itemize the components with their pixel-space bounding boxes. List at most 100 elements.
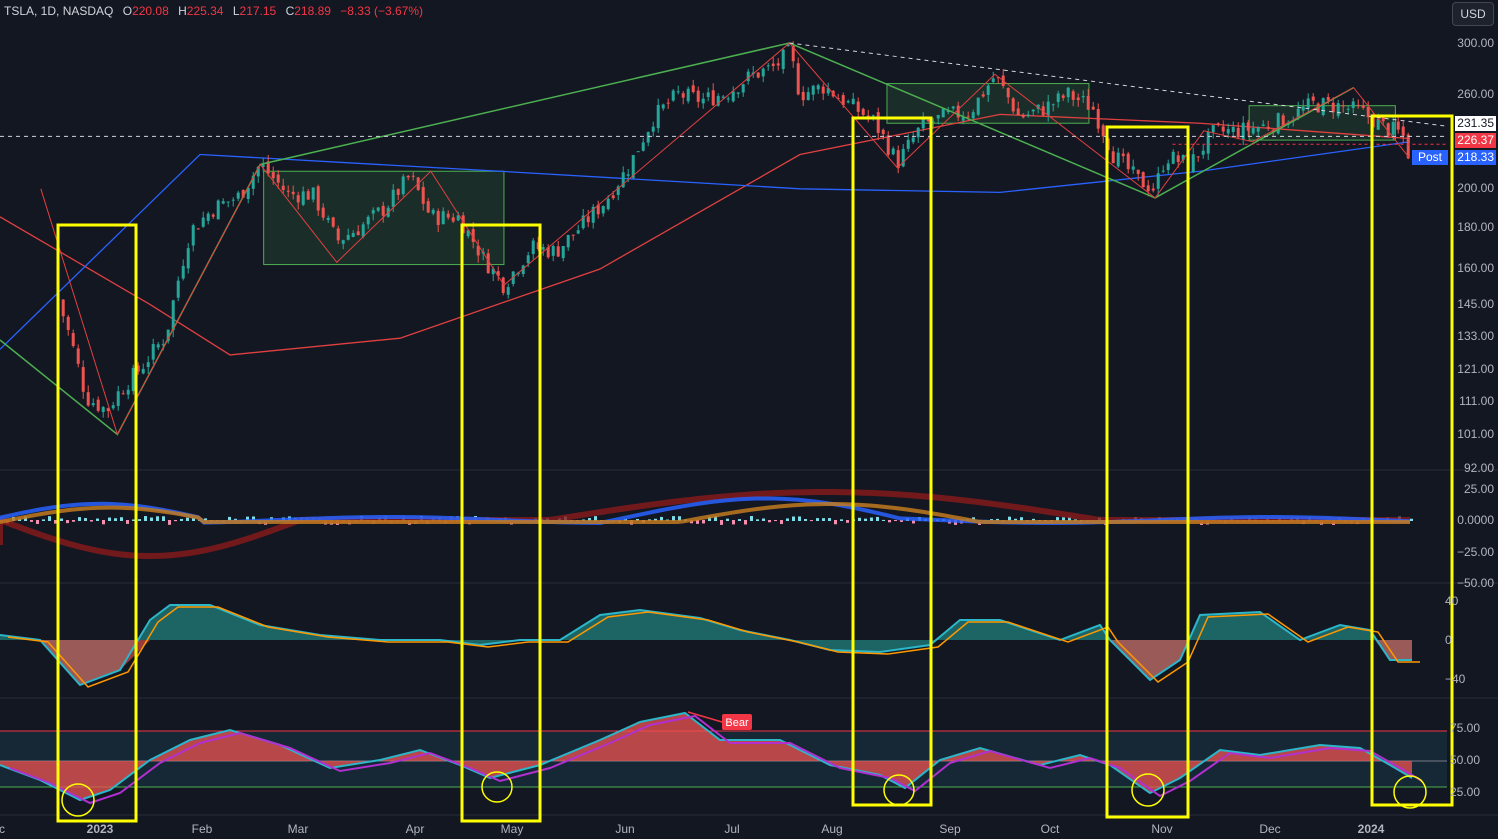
candle-body — [576, 230, 580, 234]
candle-body — [121, 393, 125, 395]
candle-body — [786, 44, 790, 47]
oscillator-fill-negative — [1375, 640, 1412, 660]
macd-histogram-bar — [1008, 516, 1011, 521]
macd-histogram-bar — [156, 516, 159, 521]
macd-histogram-bar — [792, 516, 795, 521]
macd-histogram-bar — [1410, 518, 1413, 521]
macd-histogram-bar — [204, 518, 207, 521]
highlight-box — [1105, 125, 1190, 819]
moving-average-line — [0, 141, 1411, 350]
candle-body — [796, 63, 800, 95]
candle-body — [1301, 106, 1305, 111]
highlight-box — [1370, 114, 1454, 807]
macd-histogram-bar — [894, 520, 897, 522]
candle-body — [596, 204, 600, 215]
macd-histogram-bar — [702, 520, 705, 524]
candle-body — [61, 299, 65, 317]
macd-histogram-bar — [822, 518, 825, 521]
currency-button[interactable]: USD — [1452, 2, 1494, 26]
candle-body — [1376, 118, 1380, 130]
candle-body — [1176, 155, 1180, 162]
candle-body — [896, 150, 900, 169]
candle-body — [816, 85, 820, 90]
candle-body — [1396, 121, 1400, 130]
candle-body — [841, 95, 845, 106]
candle-body — [191, 225, 195, 246]
candle-body — [536, 242, 540, 249]
macd-histogram-bar — [1068, 516, 1071, 521]
close-label: C — [285, 4, 295, 18]
candle-body — [196, 228, 200, 230]
candle-body — [1156, 173, 1160, 189]
macd-histogram-bar — [84, 518, 87, 521]
rsi-signal-line — [9, 714, 1423, 805]
candle-body — [901, 148, 905, 167]
macd-histogram-bar — [66, 520, 69, 524]
macd-histogram-bar — [36, 520, 39, 524]
candle-body — [1166, 163, 1170, 171]
macd-histogram-bar — [768, 520, 771, 523]
candle-body — [1211, 125, 1215, 133]
candle-body — [541, 247, 545, 250]
candle-body — [916, 127, 920, 138]
candle-body — [811, 85, 815, 95]
candle-body — [1346, 108, 1350, 110]
rsi-panel: Bear — [0, 711, 1447, 817]
candle-body — [131, 367, 135, 392]
legend-header: TSLA, 1D, NASDAQ O220.08 H225.34 L217.15… — [4, 4, 429, 18]
candle-body — [271, 172, 275, 179]
macd-histogram-bar — [42, 519, 45, 521]
candle-body — [456, 215, 460, 221]
candle-body — [1401, 126, 1405, 136]
candle-body — [1251, 128, 1255, 134]
candle-body — [946, 110, 950, 113]
macd-histogram-bar — [654, 518, 657, 521]
time-tick-label: Oct — [1041, 822, 1060, 836]
candle-body — [506, 287, 510, 295]
candle-body — [156, 344, 160, 348]
macd-histogram-bar — [804, 518, 807, 521]
macd-histogram-bar — [228, 516, 231, 521]
candle-body — [401, 176, 405, 195]
macd-histogram-bar — [834, 520, 837, 525]
candle-body — [721, 96, 725, 98]
candle-body — [661, 104, 665, 109]
candle-body — [1226, 129, 1230, 134]
highlight-boxes — [56, 114, 1454, 823]
candle-body — [686, 88, 690, 102]
macd-histogram-bar — [996, 518, 999, 521]
candle-body — [981, 94, 985, 97]
candle-body — [276, 174, 280, 183]
candle-body — [976, 97, 980, 115]
candle-body — [696, 90, 700, 102]
macd-histogram-bar — [774, 520, 777, 522]
macd-histogram-bar — [114, 518, 117, 521]
candle-body — [606, 198, 610, 210]
candle-body — [201, 217, 205, 227]
candle-body — [1161, 170, 1165, 172]
price-tick-label: 160.00 — [1457, 261, 1494, 275]
macd-histogram-bar — [1014, 518, 1017, 521]
candle-body — [546, 247, 550, 258]
macd-histogram-bar — [912, 520, 915, 524]
candle-body — [1296, 108, 1300, 119]
candle-body — [261, 164, 265, 167]
candle-body — [581, 215, 585, 229]
range-boxes — [263, 83, 1396, 266]
macd-histogram-bar — [252, 516, 255, 521]
candle-body — [1321, 98, 1325, 116]
oscillator-tick-label: −40 — [1445, 672, 1466, 686]
macd-histogram-bar — [882, 519, 885, 521]
oscillator-panel — [0, 604, 1420, 688]
oversold-circle — [1131, 773, 1165, 807]
macd-histogram-bar — [30, 520, 33, 522]
candle-body — [756, 72, 760, 78]
low-value: 217.15 — [239, 4, 277, 18]
candle-body — [1046, 101, 1050, 116]
candle-body — [106, 408, 110, 412]
price-tick-label: 260.00 — [1457, 87, 1494, 101]
candle-body — [101, 407, 105, 413]
candle-body — [336, 228, 340, 241]
candle-body — [1281, 115, 1285, 127]
